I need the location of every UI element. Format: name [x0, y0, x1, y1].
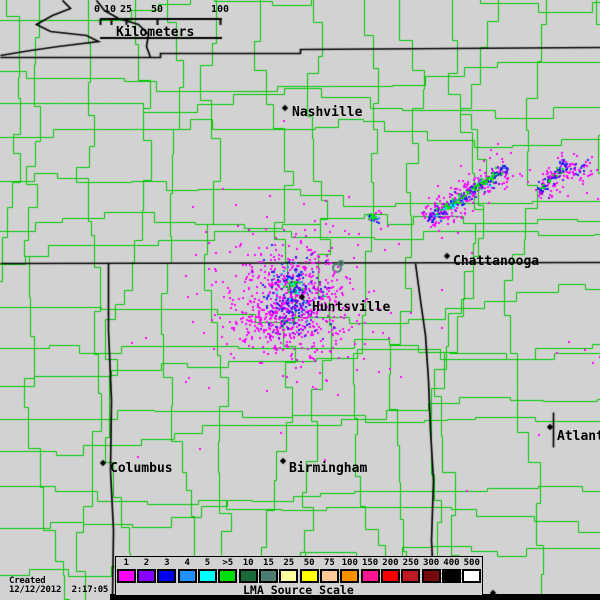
legend-color-swatch	[279, 569, 299, 583]
legend-entry-label: 4	[184, 558, 190, 568]
legend-color-swatch	[441, 569, 461, 583]
bottom-border	[110, 594, 600, 600]
scale-tick-label: 50	[150, 4, 164, 15]
legend-entry: 3	[157, 557, 177, 584]
scale-tick-label: 25	[119, 4, 133, 15]
legend-entry-label: 100	[341, 558, 358, 568]
legend-color-swatch	[421, 569, 441, 583]
legend-entry-label: 1	[123, 558, 129, 568]
legend-entry: >5	[218, 557, 238, 584]
legend-entry: 25	[279, 557, 299, 584]
created-datetime: 12/12/2012 2:17:05	[9, 584, 109, 595]
legend-color-swatch	[136, 569, 156, 583]
legend-swatch-row: 1 2 3 4 5 >5 10 15 25 50 75 100 150 200 250 300 400 500	[116, 557, 482, 584]
legend-entry-label: 400	[443, 558, 460, 568]
legend-color-swatch	[401, 569, 421, 583]
legend-entry-label: >5	[222, 558, 234, 568]
legend-entry: 4	[177, 557, 197, 584]
city-label-columbus: Columbus	[110, 461, 173, 476]
legend-entry: 2	[136, 557, 156, 584]
legend-entry-label: 25	[283, 558, 295, 568]
legend-entry: 75	[319, 557, 339, 584]
scale-tick-label: 10	[103, 4, 117, 15]
legend-color-swatch	[462, 569, 482, 583]
created-label: Created	[9, 576, 46, 586]
legend-entry: 100	[340, 557, 360, 584]
legend-entry-label: 75	[324, 558, 335, 568]
legend-entry-label: 500	[463, 558, 480, 568]
legend-entry: 300	[421, 557, 441, 584]
city-label-atlanta: Atlanta	[557, 429, 600, 444]
lma-source-scale-legend: 1 2 3 4 5 >5 10 15 25 50 75 100 150 200 250 300 400 500 L…	[115, 556, 483, 597]
city-label-chattanooga: Chattanooga	[453, 254, 540, 269]
legend-entry: 5	[197, 557, 217, 584]
legend-color-swatch	[218, 569, 238, 583]
legend-color-swatch	[238, 569, 258, 583]
legend-color-swatch	[319, 569, 339, 583]
legend-entry: 250	[401, 557, 421, 584]
legend-entry: 1	[116, 557, 136, 584]
legend-entry: 15	[258, 557, 278, 584]
legend-color-swatch	[197, 569, 217, 583]
legend-entry-label: 150	[361, 558, 379, 568]
legend-color-swatch	[157, 569, 177, 583]
legend-entry-label: 2	[143, 558, 150, 568]
city-label-nashville: Nashville	[292, 105, 363, 120]
legend-color-swatch	[258, 569, 278, 583]
legend-entry-label: 15	[263, 558, 274, 568]
city-label-huntsville: Huntsville	[312, 300, 391, 315]
legend-entry: 10	[238, 557, 258, 584]
legend-entry: 400	[441, 557, 461, 584]
legend-entry: 500	[462, 557, 482, 584]
legend-color-swatch	[380, 569, 400, 583]
legend-entry-label: 300	[422, 558, 440, 568]
legend-color-swatch	[299, 569, 319, 583]
legend-entry-label: 250	[402, 558, 419, 568]
legend-color-swatch	[177, 569, 197, 583]
legend-color-swatch	[116, 569, 136, 583]
legend-entry: 200	[380, 557, 400, 584]
legend-entry: 50	[299, 557, 319, 584]
legend-color-swatch	[360, 569, 380, 583]
legend-entry-label: 200	[382, 558, 399, 568]
scale-tick-label: 100	[210, 4, 230, 15]
created-timestamp: Created 12/12/2012 2:17:05	[9, 577, 108, 594]
scale-tick-label: 0	[93, 4, 101, 15]
legend-entry-label: 5	[204, 558, 211, 568]
city-label-birmingham: Birmingham	[289, 461, 368, 476]
legend-color-swatch	[340, 569, 360, 583]
legend-entry-label: 3	[164, 558, 170, 568]
legend-entry-label: 10	[242, 558, 254, 568]
scale-bar-title: Kilometers	[116, 25, 195, 40]
legend-title: LMA Source Scale	[243, 583, 354, 597]
legend-entry-label: 50	[303, 558, 315, 568]
legend-entry: 150	[360, 557, 380, 584]
